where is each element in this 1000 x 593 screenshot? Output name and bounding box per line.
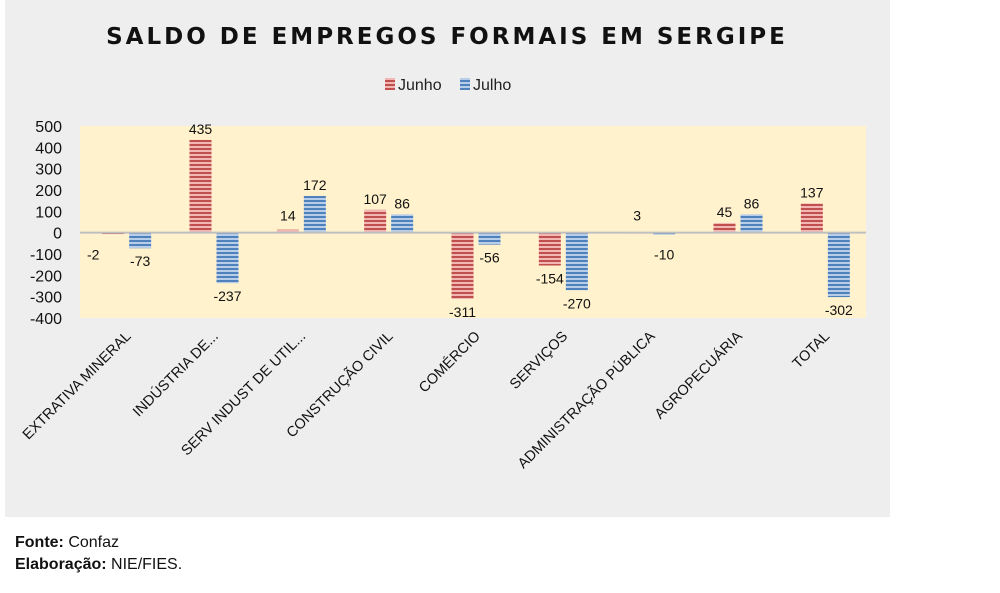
x-tick-label: EXTRATIVA MINERAL [20, 329, 135, 444]
credit-line: Elaboração: NIE/FIES. [15, 554, 182, 576]
data-label: 14 [280, 208, 296, 224]
x-tick-label: INDÚSTRIA DE... [129, 328, 221, 420]
data-label: 107 [363, 191, 387, 207]
data-label: -270 [563, 295, 591, 311]
data-label: 3 [633, 208, 641, 224]
footer: Fonte: Confaz Elaboração: NIE/FIES. [15, 532, 182, 576]
x-tick-label: TOTAL [790, 329, 833, 372]
legend-swatch [385, 78, 395, 90]
legend: Junho Julho [385, 77, 511, 94]
data-label: -73 [130, 253, 150, 269]
bar-julho-3 [391, 214, 414, 233]
bar-junho-2 [276, 229, 299, 233]
source-line: Fonte: Confaz [15, 532, 182, 554]
y-axis: 500 400 300 200 100 0 -100 -200 -300 -400 [30, 119, 62, 328]
credit-label: Elaboração: [15, 556, 107, 573]
bar-julho-4 [478, 232, 501, 245]
data-label: -237 [213, 288, 241, 304]
y-tick-label: -100 [30, 247, 62, 264]
bar-junho-1 [189, 139, 212, 233]
y-tick-label: 200 [35, 183, 62, 200]
legend-item-julho: Julho [460, 77, 511, 94]
bars [102, 139, 850, 300]
bar-julho-7 [740, 214, 763, 233]
y-tick-label: 100 [35, 204, 62, 221]
chart-title: SALDO DE EMPREGOS FORMAIS EM SERGIPE [106, 24, 788, 50]
legend-label: Julho [473, 77, 511, 94]
bar-junho-3 [364, 209, 387, 233]
y-tick-label: -400 [30, 311, 62, 328]
data-label: 435 [189, 121, 213, 137]
y-tick-label: 500 [35, 119, 62, 136]
bar-junho-5 [538, 232, 561, 266]
x-tick-label: SERVIÇOS [507, 329, 571, 393]
data-label: -56 [479, 250, 499, 266]
y-tick-label: 0 [53, 226, 62, 243]
bar-julho-5 [565, 232, 588, 291]
chart-frame: SALDO DE EMPREGOS FORMAIS EM SERGIPE Jun… [5, 0, 890, 517]
data-labels: -2 435 14 107 -311 -154 3 45 137 -73 -237 172 86 -56 -… [87, 121, 853, 320]
source-value: Confaz [63, 534, 120, 551]
data-label: -311 [449, 304, 476, 320]
data-label: 172 [303, 177, 327, 193]
bar-julho-8 [827, 232, 850, 298]
bar-julho-2 [303, 195, 326, 233]
legend-item-junho: Junho [385, 77, 442, 94]
data-label: -2 [87, 247, 100, 263]
legend-label: Junho [398, 77, 442, 94]
data-label: 86 [744, 195, 760, 211]
data-label: 45 [717, 204, 733, 220]
bar-junho-8 [800, 203, 823, 233]
bar-chart: SALDO DE EMPREGOS FORMAIS EM SERGIPE Jun… [20, 24, 866, 472]
y-tick-label: 400 [35, 140, 62, 157]
y-tick-label: -300 [30, 290, 62, 307]
x-tick-label: AGROPECUÁRIA [651, 328, 746, 423]
legend-swatch [460, 78, 470, 90]
data-label: -10 [654, 247, 674, 263]
bar-julho-1 [216, 232, 239, 284]
data-label: -302 [825, 302, 853, 318]
credit-value: NIE/FIES. [106, 556, 183, 573]
data-label: 137 [800, 184, 824, 200]
bar-junho-7 [713, 223, 736, 233]
y-tick-label: 300 [35, 162, 62, 179]
x-tick-label: COMÉRCIO [415, 328, 483, 396]
bar-junho-4 [451, 232, 474, 300]
bar-julho-6 [653, 232, 676, 235]
x-tick-label: ADMINISTRAÇÃO PÚBLICA [514, 328, 658, 472]
data-label: 86 [394, 195, 410, 211]
bar-julho-0 [129, 232, 152, 249]
data-label: -154 [536, 271, 564, 287]
y-tick-label: -200 [30, 268, 62, 285]
source-label: Fonte: [15, 534, 64, 551]
